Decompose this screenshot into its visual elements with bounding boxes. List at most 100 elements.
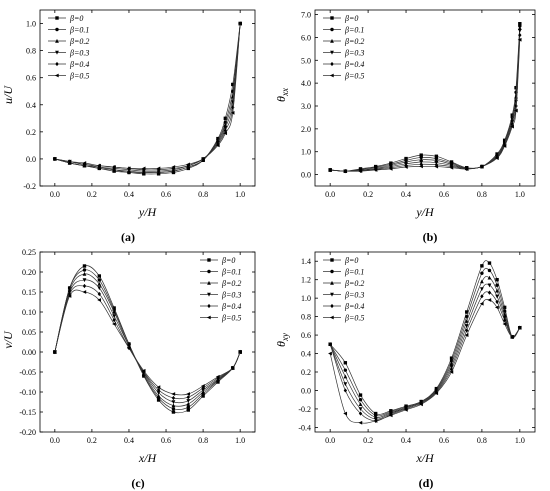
legend-label: β=0.4: [344, 302, 364, 311]
data-point: [97, 286, 102, 291]
data-point: [518, 22, 522, 26]
y-tick-label: 1.0: [26, 20, 36, 29]
legend-label: β=0.1: [344, 26, 364, 35]
x-tick-label: 1.0: [235, 190, 245, 199]
data-point: [449, 165, 454, 170]
legend-marker: [329, 73, 334, 78]
data-point: [171, 166, 176, 171]
x-tick-label: 0.8: [477, 436, 487, 445]
x-tick-label: 0.8: [477, 190, 487, 199]
data-point: [126, 166, 131, 171]
x-tick-label: 1.0: [515, 436, 525, 445]
series-line: [329, 291, 521, 422]
data-point: [97, 291, 102, 297]
data-point: [480, 294, 484, 299]
series-5: [52, 289, 242, 396]
series-5: [52, 21, 242, 171]
data-point: [480, 271, 484, 275]
data-point: [328, 342, 332, 347]
x-tick-label: 0.6: [439, 436, 449, 445]
data-point: [82, 264, 87, 268]
panel-label: (b): [423, 230, 438, 244]
data-point: [156, 387, 161, 393]
data-point: [171, 165, 176, 169]
x-tick-label: 1.0: [235, 436, 245, 445]
data-point: [52, 157, 57, 161]
legend-label: β=0.4: [344, 60, 364, 69]
y-tick-label: 0.15: [22, 288, 36, 297]
y-tick-label: 1.4: [301, 257, 311, 266]
data-point: [517, 28, 522, 33]
legend-marker: [54, 73, 59, 78]
data-point: [434, 164, 439, 169]
legend-label: β=0.1: [344, 268, 364, 277]
series-3: [52, 278, 243, 405]
data-point: [403, 407, 408, 412]
x-tick-label: 0.0: [50, 436, 60, 445]
y-tick-label: 0.4: [301, 350, 311, 359]
legend-marker: [329, 315, 334, 320]
data-point: [112, 309, 117, 314]
legend-marker: [55, 38, 59, 43]
series-line: [329, 283, 521, 420]
data-point: [419, 153, 423, 157]
legend: β=0 β=0.1 β=0.2 β=0.3 β=0.4 β=0.5: [200, 256, 241, 323]
data-point: [230, 110, 235, 115]
plot-frame: [39, 251, 256, 433]
data-point: [502, 315, 507, 320]
y-tick-label: 6.0: [301, 33, 311, 42]
series-1: [328, 24, 522, 173]
data-point: [358, 407, 363, 412]
panel-label: (d): [419, 476, 434, 490]
x-tick-label: 1.0: [515, 190, 525, 199]
data-point: [215, 374, 220, 379]
data-point: [186, 392, 190, 396]
data-point: [464, 333, 469, 337]
series-line: [54, 273, 241, 407]
legend-marker: [207, 269, 211, 274]
series-line: [329, 276, 521, 418]
data-point: [67, 159, 72, 164]
legend-marker: [206, 315, 211, 320]
legend-marker: [55, 50, 59, 55]
data-point: [97, 298, 102, 302]
data-point: [464, 319, 469, 323]
y-tick-label: -0.2: [23, 182, 36, 191]
y-tick-label: 0.10: [22, 308, 36, 317]
series-line: [329, 299, 521, 424]
legend-marker: [330, 292, 334, 297]
legend-label: β=0.5: [69, 72, 89, 81]
y-tick-label: -0.15: [19, 408, 36, 417]
legend-marker: [330, 303, 334, 309]
legend-marker: [330, 269, 334, 274]
data-point: [487, 290, 492, 295]
legend-label: β=0.4: [221, 302, 241, 311]
data-point: [494, 156, 499, 161]
data-point: [97, 278, 102, 282]
x-axis-label: y/H: [138, 205, 158, 219]
data-point: [171, 407, 176, 411]
y-tick-label: 0.2: [301, 368, 311, 377]
data-point: [510, 335, 514, 339]
y-axis-label: θxy: [274, 333, 290, 347]
data-point: [156, 385, 161, 390]
x-tick-label: 0.8: [198, 190, 208, 199]
legend-marker: [207, 292, 211, 297]
legend-label: β=0: [344, 256, 358, 265]
data-point: [502, 318, 507, 323]
data-point: [502, 305, 507, 310]
y-tick-label: 0.25: [22, 248, 36, 257]
y-axis-label: v/U: [1, 330, 15, 349]
legend: β=0 β=0.1 β=0.2 β=0.3 β=0.4 β=0.5: [323, 256, 364, 323]
data-point: [238, 21, 242, 26]
data-point: [495, 283, 499, 287]
data-point: [502, 144, 507, 148]
data-point: [52, 350, 57, 354]
legend-marker: [207, 303, 211, 309]
data-point: [223, 116, 228, 121]
data-point: [186, 162, 190, 167]
data-point: [343, 411, 348, 416]
data-point: [373, 419, 378, 423]
series-line: [329, 260, 521, 415]
data-point: [373, 168, 378, 172]
